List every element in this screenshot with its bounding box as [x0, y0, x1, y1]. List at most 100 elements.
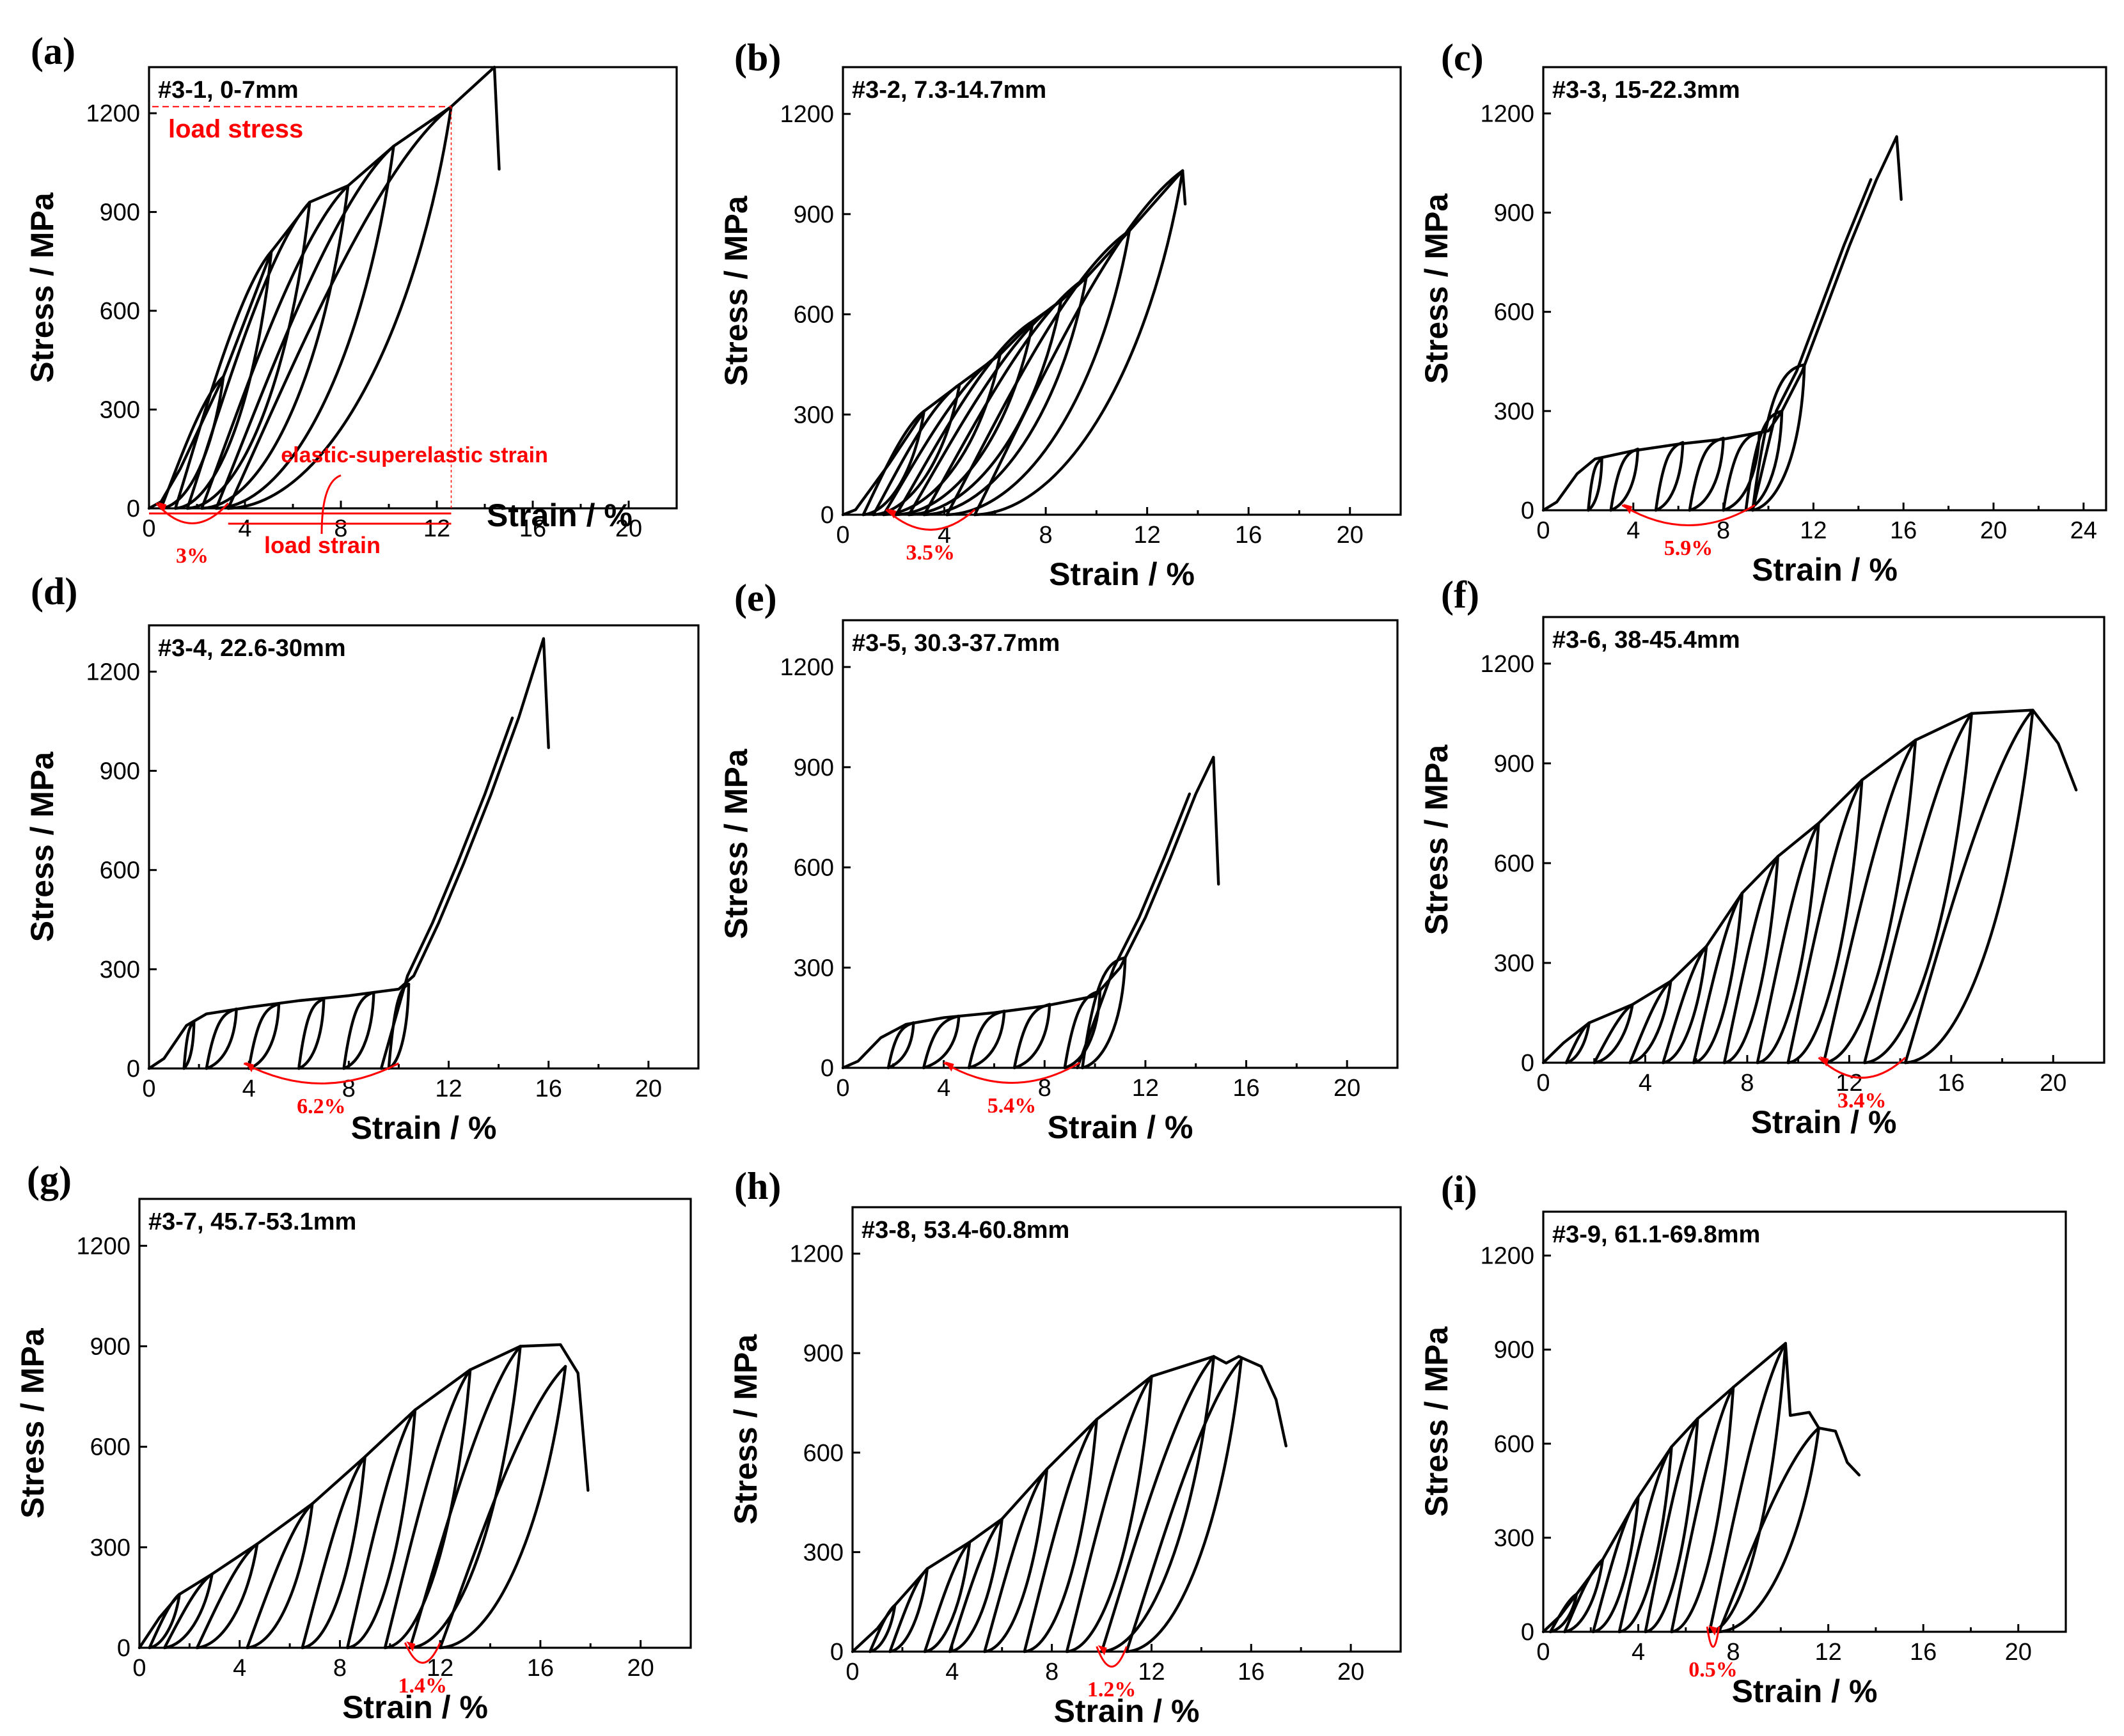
residual-strain-label: 1.4% [398, 1674, 448, 1698]
series-unload [195, 1542, 259, 1650]
x-axis-label: Strain / % [1048, 1109, 1193, 1145]
x-tick-label: 20 [2005, 1639, 2032, 1666]
x-tick-label: 12 [1814, 1639, 1841, 1666]
y-tick-label: 0 [127, 1056, 140, 1083]
load-stress-label: load stress [168, 115, 303, 143]
series-unload [185, 200, 311, 510]
series-unload [1609, 448, 1640, 512]
panel-label: (b) [734, 36, 781, 79]
y-tick-label: 600 [794, 855, 834, 882]
series-unload [888, 1567, 929, 1654]
series-reload [1564, 1021, 1591, 1065]
x-tick-label: 12 [435, 1075, 462, 1102]
x-tick-label: 16 [535, 1075, 562, 1102]
y-tick-label: 300 [100, 397, 140, 424]
plot-frame [148, 66, 678, 510]
y-tick-label: 1200 [86, 659, 140, 685]
curves [147, 637, 550, 1070]
series-unload [1587, 457, 1603, 512]
y-tick-label: 300 [1494, 1525, 1534, 1552]
series-unload [882, 353, 1002, 517]
panel-f: (f) #3-6, 38-45.4mm 0 4 8 12 16 20 0 300 600 900 120… [1419, 574, 2105, 1140]
y-tick-label: 900 [1494, 200, 1534, 227]
series-reload [1822, 739, 1917, 1065]
panel-title: #3-3, 15-22.3mm [1552, 77, 1740, 104]
series-reload [1756, 822, 1820, 1065]
curves [841, 756, 1220, 1070]
y-axis-label: Stress / MPa [24, 751, 60, 942]
series-reload [1654, 441, 1685, 512]
series-reload [1563, 1558, 1605, 1634]
series-reload [1786, 778, 1864, 1065]
residual-strain-label: 6.2% [297, 1095, 346, 1118]
elastic-strain-label: elastic-superelastic strain [281, 443, 548, 467]
x-tick-label: 8 [334, 515, 347, 542]
series-reload [973, 169, 1184, 517]
series-reload [195, 1542, 259, 1650]
y-tick-label: 0 [1521, 497, 1534, 524]
series-reload [1863, 712, 1973, 1065]
x-axis-label: Strain / % [1054, 1693, 1200, 1729]
series-reload [387, 982, 411, 1070]
x-tick-label: 12 [1132, 1075, 1159, 1102]
series-unload [967, 1009, 1006, 1070]
series-envelope [147, 637, 550, 1070]
curves [1541, 1341, 1861, 1634]
residual-arrowhead [887, 508, 897, 519]
x-tick-label: 12 [1800, 517, 1827, 544]
panel-title: #3-9, 61.1-69.8mm [1552, 1221, 1760, 1248]
x-tick-label: 0 [846, 1659, 859, 1685]
x-tick-label: 0 [1536, 1639, 1550, 1666]
plot-frame [148, 624, 700, 1070]
y-tick-label: 300 [794, 955, 834, 981]
series-unload [174, 250, 273, 510]
axis-ticks [138, 1244, 642, 1649]
x-tick-label: 20 [1337, 522, 1364, 549]
x-tick-label: 16 [527, 1655, 554, 1682]
series-unload [1628, 980, 1672, 1065]
residual-arc [943, 1061, 1081, 1084]
plot-frame [1542, 1210, 2067, 1633]
x-tick-label: 0 [1536, 1070, 1550, 1097]
y-tick-label: 600 [803, 1440, 844, 1467]
x-tick-label: 8 [333, 1655, 347, 1682]
series-unload [246, 1502, 314, 1650]
x-tick-label: 4 [1626, 517, 1640, 544]
series-unload [973, 169, 1184, 517]
series-reload [1722, 855, 1779, 1065]
residual-arc [243, 1062, 400, 1084]
y-tick-label: 600 [1494, 299, 1534, 326]
x-tick-label: 8 [1727, 1639, 1740, 1666]
series-unload [1717, 1427, 1820, 1634]
y-axis-label: Stress / MPa [24, 192, 60, 383]
y-tick-label: 1200 [76, 1233, 130, 1260]
y-tick-label: 1200 [789, 1241, 844, 1268]
panel-title: #3-1, 0-7mm [158, 77, 299, 104]
y-tick-label: 300 [803, 1539, 844, 1566]
series-unload [247, 1002, 281, 1070]
y-tick-label: 900 [794, 201, 834, 228]
x-axis-label: Strain / % [1049, 556, 1195, 592]
series-reload [948, 1517, 1003, 1654]
series-reload [182, 1020, 196, 1070]
y-axis-label: Stress / MPa [718, 748, 754, 939]
x-axis-label: Strain / % [351, 1110, 497, 1146]
series-reload [301, 1455, 366, 1650]
y-tick-label: 900 [803, 1340, 844, 1367]
series-reload [1662, 944, 1708, 1065]
y-tick-label: 1200 [780, 654, 834, 681]
series-reload [1012, 1003, 1051, 1070]
series-unload [945, 229, 1131, 517]
series-unload [438, 1365, 567, 1650]
y-tick-label: 1200 [1480, 1243, 1534, 1270]
series-reload [383, 1368, 472, 1650]
y-tick-label: 0 [127, 496, 140, 522]
y-tick-label: 600 [90, 1434, 130, 1461]
plot-frame [842, 619, 1399, 1069]
y-tick-label: 600 [794, 302, 834, 329]
series-unload [1563, 1558, 1605, 1634]
curves [841, 169, 1187, 517]
series-reload [922, 1014, 961, 1070]
panel-title: #3-5, 30.3-37.7mm [852, 630, 1060, 657]
